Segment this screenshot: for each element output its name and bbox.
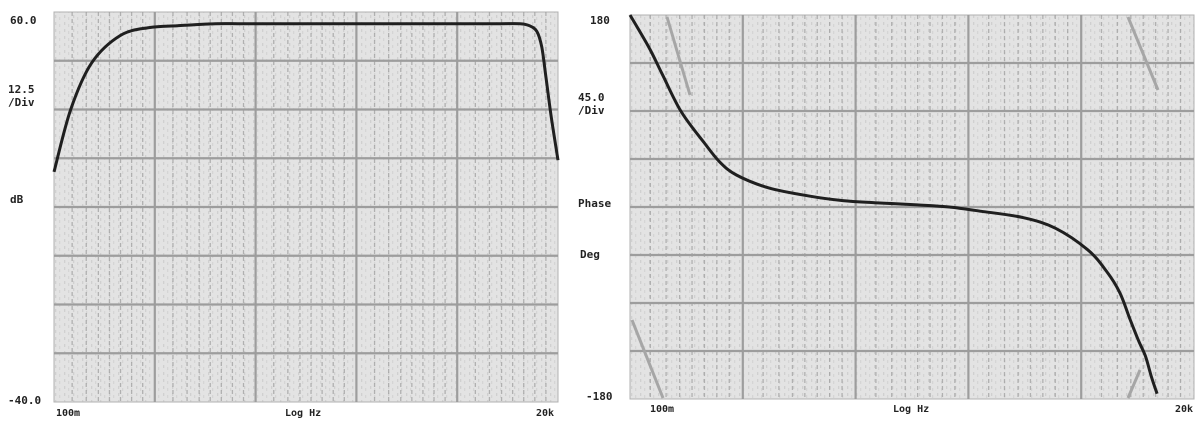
magnitude-y-bottom-label: -40.0 [8, 394, 41, 407]
phase-series-line [628, 14, 1159, 395]
magnitude-x-axis-label: Log Hz [285, 408, 321, 419]
magnitude-x-tick-end: 20k [536, 408, 554, 419]
magnitude-series-line [52, 22, 560, 173]
phase-y-axis-label-line1: Phase [578, 197, 611, 210]
magnitude-x-tick-start: 100m [56, 408, 80, 419]
magnitude-grid [54, 12, 558, 402]
magnitude-div-unit: /Div [8, 96, 35, 109]
phase-chart: 180 45.0 /Div Phase Deg -180 100m Log Hz… [578, 14, 1195, 415]
phase-y-bottom-label: -180 [586, 390, 613, 403]
magnitude-chart: 60.0 12.5 /Div dB -40.0 100m Log Hz 20k [8, 11, 560, 419]
phase-x-axis-label: Log Hz [893, 404, 929, 415]
magnitude-y-top-label: 60.0 [10, 14, 37, 27]
phase-y-axis-label-line2: Deg [580, 248, 600, 261]
phase-div-value: 45.0 [578, 91, 605, 104]
phase-y-top-label: 180 [590, 14, 610, 27]
magnitude-y-axis-label: dB [10, 193, 24, 206]
magnitude-div-value: 12.5 [8, 83, 35, 96]
phase-grid [630, 15, 1194, 399]
phase-div-unit: /Div [578, 104, 605, 117]
phase-x-tick-end: 20k [1175, 404, 1193, 415]
phase-x-tick-start: 100m [650, 404, 674, 415]
phase-wrap-traces [630, 16, 1160, 399]
